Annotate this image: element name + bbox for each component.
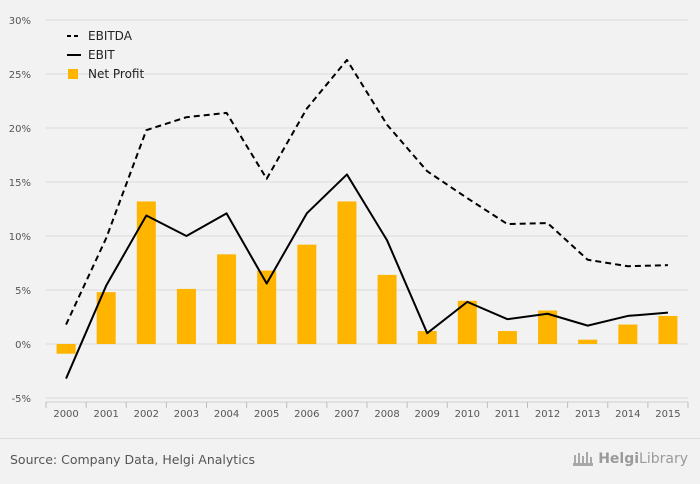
legend-label-ebitda: EBITDA (88, 29, 133, 43)
x-tick-label: 2011 (495, 409, 520, 420)
brand-name-bold: Helgi (598, 451, 640, 467)
y-tick-label: 5% (15, 286, 31, 297)
x-tick-label: 2001 (93, 409, 118, 420)
net-profit-bar (538, 310, 558, 344)
x-tick-label: 2009 (414, 409, 439, 420)
library-icon (573, 452, 594, 466)
x-tick-label: 2003 (174, 409, 199, 420)
legend-label-ebit: EBIT (88, 48, 115, 62)
legend-label-net-profit: Net Profit (88, 67, 144, 81)
ebit-line (65, 173, 669, 379)
x-tick-label: 2015 (655, 409, 680, 420)
net-profit-bar (618, 324, 638, 344)
y-tick-label: 20% (9, 124, 31, 135)
x-tick-label: 2010 (455, 409, 480, 420)
legend-swatch-net-profit (68, 69, 78, 79)
net-profit-bar (457, 300, 477, 344)
net-profit-bar (297, 244, 317, 344)
y-tick-label: 30% (9, 16, 31, 27)
net-profit-bar (257, 270, 277, 344)
x-tick-label: 2012 (535, 409, 560, 420)
y-tick-label: 0% (15, 340, 31, 351)
net-profit-bar (96, 292, 116, 344)
y-tick-label: -5% (12, 394, 31, 405)
x-tick-label: 2006 (294, 409, 319, 420)
legend: EBITDA EBIT Net Profit (67, 29, 144, 81)
ebitda-line (65, 58, 668, 325)
net-profit-bar (417, 331, 437, 344)
net-profit-bar (578, 339, 598, 344)
brand-logo: HelgiLibrary (572, 450, 688, 468)
net-profit-bars (56, 201, 678, 354)
x-tick-label: 2004 (214, 409, 239, 420)
net-profit-bar (136, 201, 156, 344)
net-profit-bar (217, 254, 237, 344)
x-tick-label: 2013 (575, 409, 600, 420)
source-note: Source: Company Data, Helgi Analytics (10, 452, 256, 467)
x-tick-label: 2000 (53, 409, 78, 420)
net-profit-bar (337, 201, 357, 344)
x-axis: 2000 2001 2002 2003 2004 2005 2006 2007 2008 2009… (45, 401, 689, 420)
chart-canvas: -5%0%5%10%15%20%25%30% 2000 2001 2002 2003 2… (9, 16, 689, 420)
net-profit-bar (377, 274, 397, 344)
x-tick-label: 2007 (334, 409, 359, 420)
footer: Source: Company Data, Helgi Analytics He… (0, 438, 700, 484)
y-axis: -5% 0% 5% 10% 15% 20% 25% 30% (9, 16, 31, 405)
y-tick-label: 10% (9, 232, 31, 243)
net-profit-bar (497, 331, 517, 344)
y-tick-label: 15% (9, 178, 31, 189)
x-tick-label: 2002 (134, 409, 159, 420)
series-lines (65, 58, 669, 379)
net-profit-bar (658, 315, 678, 344)
net-profit-bar (56, 344, 76, 354)
x-tick-label: 2008 (374, 409, 399, 420)
net-profit-bar (176, 288, 196, 344)
x-tick-label: 2005 (254, 409, 279, 420)
y-tick-label: 25% (9, 70, 31, 81)
x-tick-label: 2014 (615, 409, 640, 420)
brand-name-light: Library (639, 451, 688, 467)
